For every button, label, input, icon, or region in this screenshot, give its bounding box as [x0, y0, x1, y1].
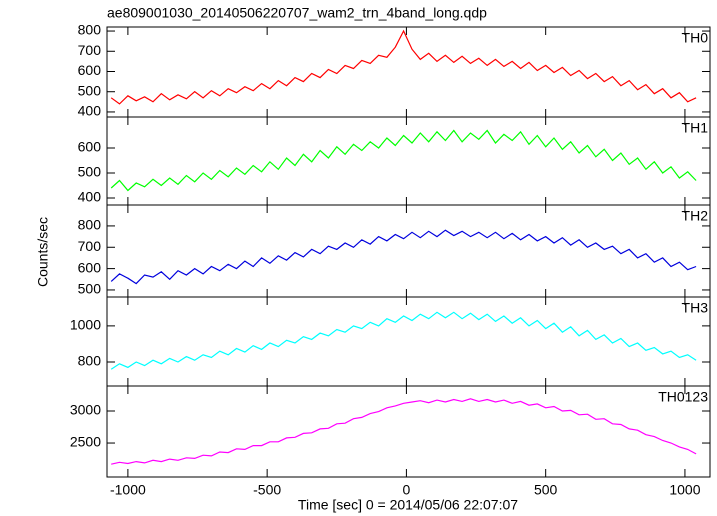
y-tick-label: 500: [78, 82, 102, 98]
x-tick-label: 500: [534, 482, 558, 498]
y-tick-label: 600: [78, 62, 102, 78]
y-axis-label: Counts/sec: [35, 217, 51, 287]
y-tick-label: 500: [78, 281, 102, 297]
x-tick-label: -500: [253, 482, 281, 498]
y-tick-label: 500: [78, 164, 102, 180]
light-curve: [110, 229, 697, 285]
light-curve: [110, 29, 697, 105]
y-tick-label: 400: [78, 189, 102, 205]
light-curve: [110, 311, 697, 370]
y-tick-label: 400: [78, 103, 102, 119]
y-tick-label: 700: [78, 42, 102, 58]
x-axis-label: Time [sec] 0 = 2014/05/06 22:07:07: [298, 497, 518, 513]
y-tick-label: 3000: [70, 402, 101, 418]
y-tick-label: 700: [78, 238, 102, 254]
light-curve: [111, 398, 697, 465]
panel-frame: [106, 204, 711, 298]
panel-label: TH1: [682, 120, 709, 136]
x-tick-label: 1000: [669, 482, 700, 498]
y-tick-label: 2500: [70, 434, 101, 450]
y-tick-label: 600: [78, 259, 102, 275]
y-tick-label: 800: [78, 353, 102, 369]
panel-frame: [106, 296, 711, 387]
y-tick-label: 800: [78, 217, 102, 233]
y-tick-label: 800: [78, 22, 102, 38]
panel-frame: [106, 385, 711, 478]
y-tick-label: 600: [78, 139, 102, 155]
panel-label: TH0123: [658, 389, 708, 405]
light-curve: [110, 129, 697, 192]
panel-label: TH0: [682, 30, 709, 46]
y-tick-label: 1000: [70, 317, 101, 333]
x-tick-label: 0: [403, 482, 411, 498]
panel-frame: [106, 116, 711, 206]
panel-label: TH2: [682, 208, 709, 224]
x-tick-label: -1000: [110, 482, 146, 498]
chart-title: ae809001030_20140506220707_wam2_trn_4ban…: [107, 5, 487, 21]
panel-label: TH3: [682, 300, 709, 316]
